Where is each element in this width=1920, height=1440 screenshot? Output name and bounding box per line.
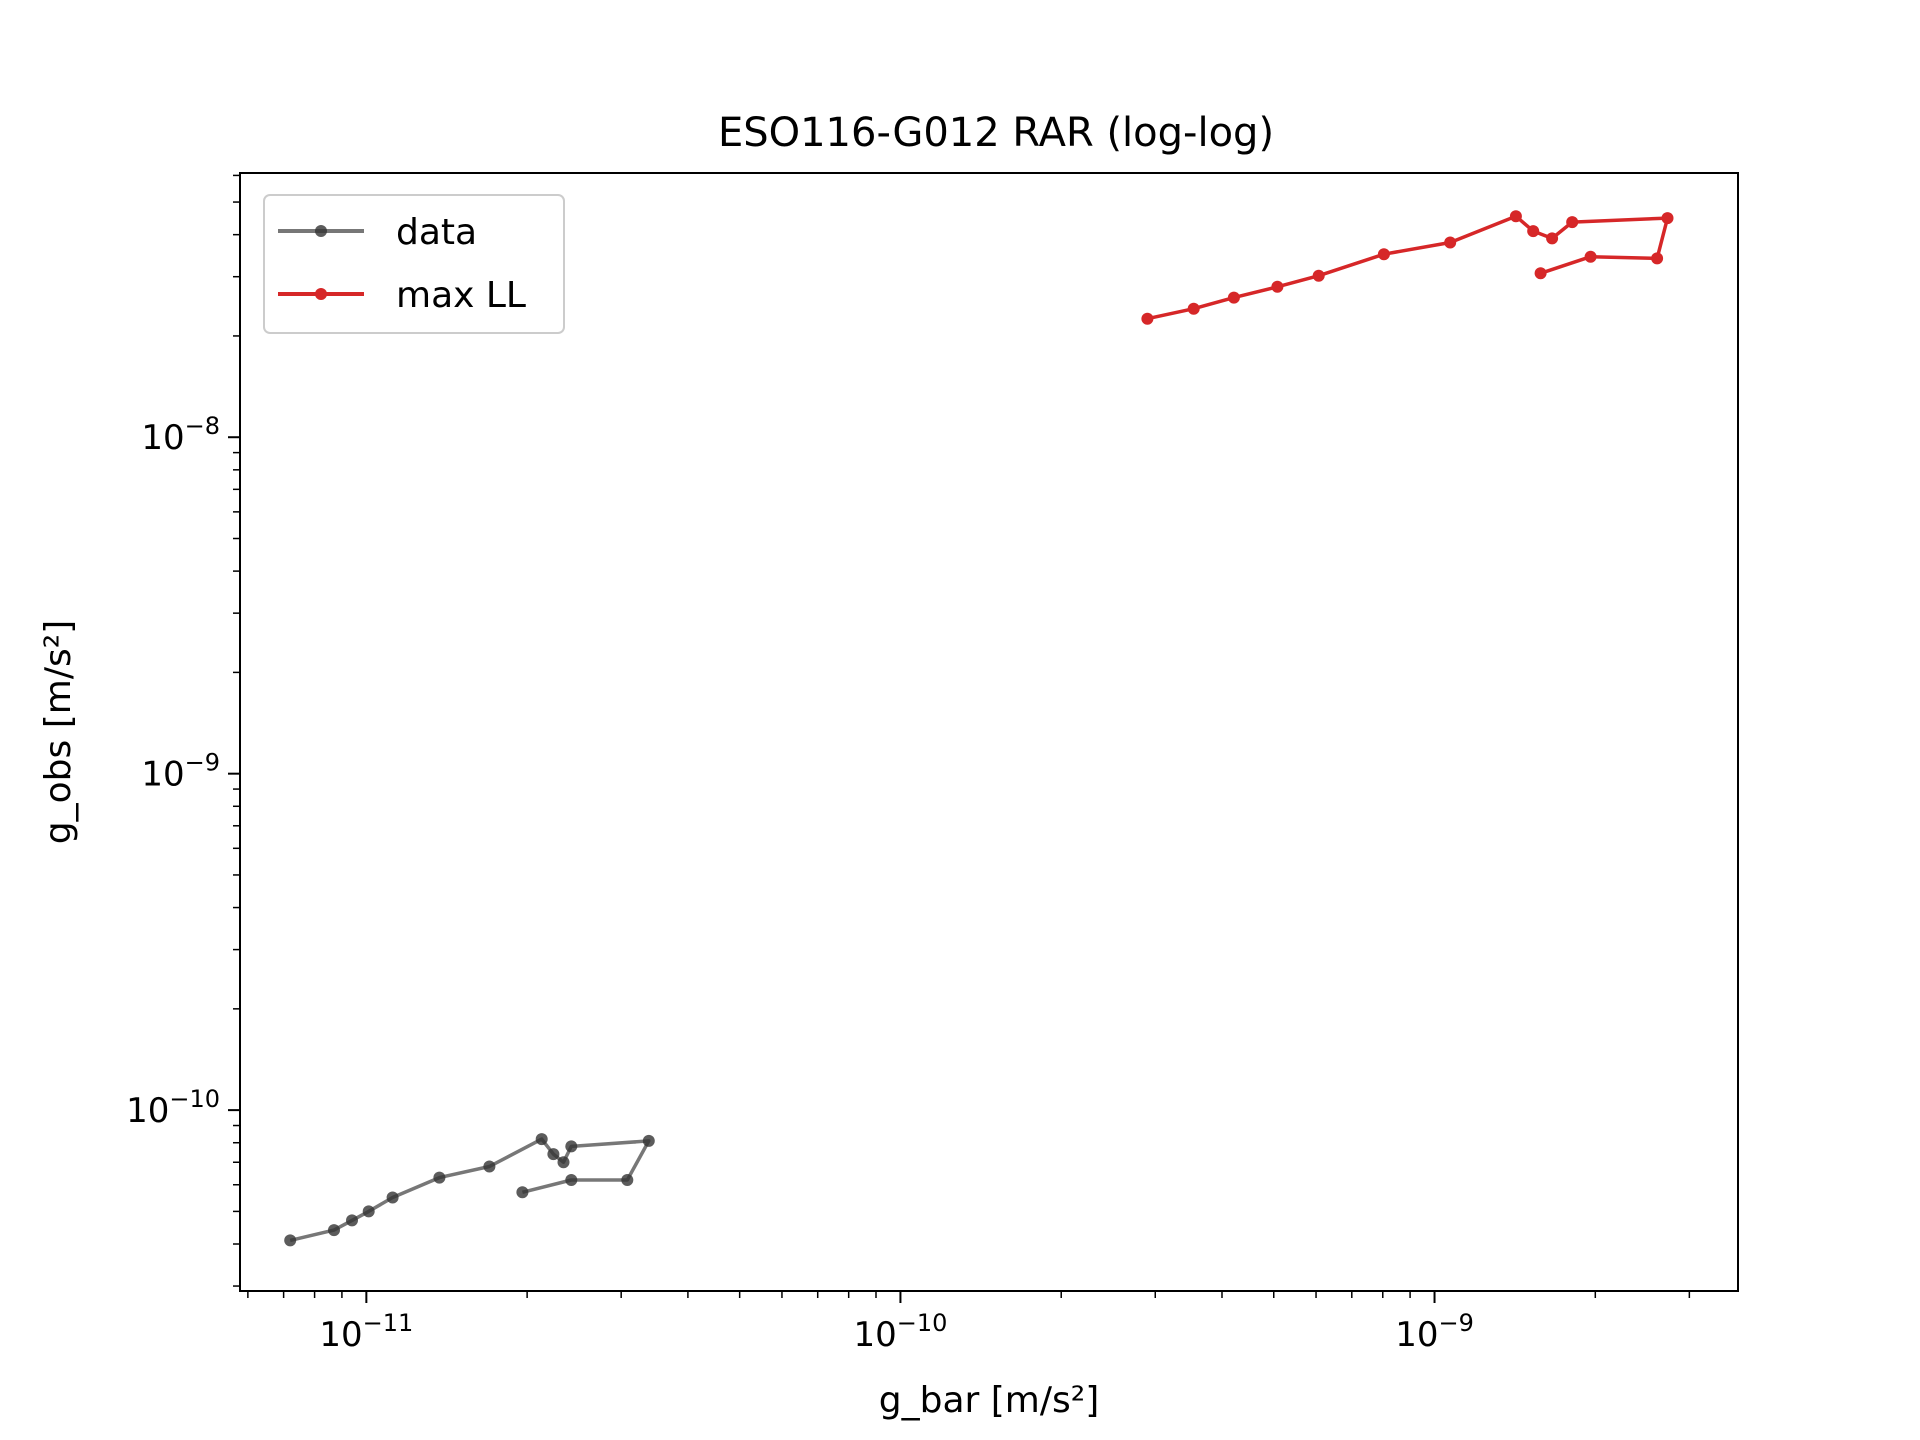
data-point (1141, 312, 1154, 325)
data-point (386, 1191, 399, 1204)
y-tick-label: 10−8 (141, 412, 220, 458)
chart-title: ESO116-G012 RAR (log-log) (718, 110, 1274, 156)
x-tick-label: 10−10 (853, 1309, 947, 1355)
data-point (1187, 302, 1200, 315)
x-axis-label: g_bar [m/s²] (879, 1380, 1099, 1421)
data-point (1377, 248, 1390, 261)
axes-ticks: 10−11 10−10 10−9 10−10 10−9 10−8 (126, 174, 1691, 1355)
data-point (433, 1171, 446, 1184)
data-point (1651, 252, 1664, 265)
data-point (1546, 232, 1559, 245)
data-point (362, 1205, 375, 1218)
data-point (328, 1224, 340, 1237)
data-point (1527, 225, 1540, 238)
plot-layer (284, 210, 1674, 1247)
data-point (1534, 267, 1547, 280)
x-tick-label: 10−9 (1395, 1309, 1474, 1355)
data-point (1661, 212, 1674, 225)
data-point (642, 1134, 655, 1147)
data-point (565, 1140, 578, 1153)
legend-maxll-marker (315, 288, 327, 300)
x-tick-label: 10−11 (319, 1309, 413, 1355)
data-point (565, 1174, 578, 1186)
data-point (1566, 216, 1579, 229)
data-point (1227, 291, 1240, 304)
data-point (1444, 236, 1457, 249)
legend-data-marker (315, 225, 327, 237)
data-point (1271, 280, 1284, 293)
data-point (557, 1156, 570, 1169)
plot-frame (239, 172, 1739, 1292)
legend: data max LL (263, 194, 565, 334)
data-point (516, 1186, 529, 1199)
legend-maxll-label: max LL (396, 275, 526, 316)
data-point (1312, 269, 1325, 282)
data-point (483, 1160, 496, 1173)
y-tick-label: 10−10 (126, 1085, 220, 1131)
legend-data-label: data (396, 212, 477, 253)
data-point (284, 1234, 297, 1247)
data-point (1584, 250, 1597, 263)
data-point (1509, 210, 1522, 223)
y-axis-label: g_obs [m/s²] (38, 620, 79, 844)
y-tick-label: 10−9 (141, 749, 220, 795)
data-point (621, 1174, 634, 1186)
data-point (346, 1214, 358, 1227)
data-point (547, 1148, 560, 1161)
data-point (535, 1133, 548, 1146)
